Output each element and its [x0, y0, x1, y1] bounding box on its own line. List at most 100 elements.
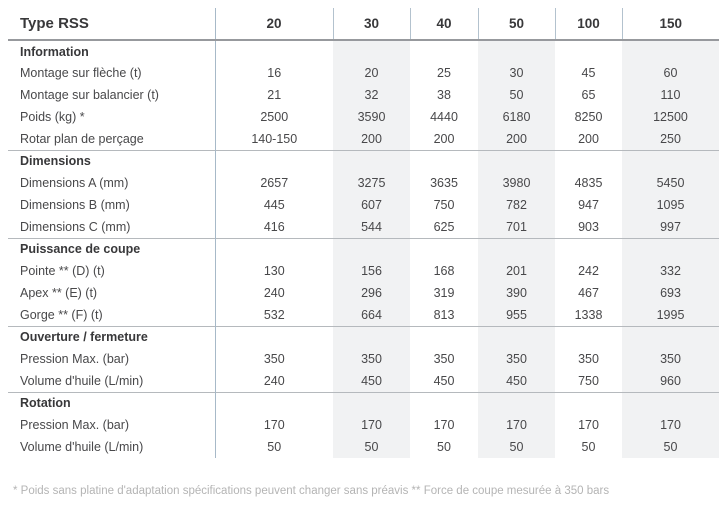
value-cell: 332 — [622, 260, 719, 282]
section-label: Puissance de coupe — [8, 237, 215, 260]
row-label: Poids (kg) * — [20, 110, 85, 124]
value-cell — [333, 149, 410, 172]
row-label: Dimensions B (mm) — [20, 198, 130, 212]
column-header-50: 50 — [477, 8, 555, 41]
value-cell: 450 — [433, 373, 455, 388]
value-cell — [622, 237, 719, 260]
value-cell: 50 — [478, 84, 555, 106]
section-row: Puissance de coupe — [8, 237, 719, 260]
value-cell — [622, 149, 719, 172]
value-cell: 532 — [214, 304, 333, 326]
value-cell: 32 — [333, 84, 410, 106]
value-cell: 50 — [214, 436, 333, 458]
row-label: Volume d'huile (L/min) — [20, 440, 144, 454]
data-row: Volume d'huile (L/min) 50 50 50 50 50 50 — [8, 436, 719, 458]
data-row: Montage sur flèche (t) 16 20 25 30 45 60 — [8, 62, 719, 84]
data-row: Dimensions A (mm) 2657 3275 3635 3980 4835 545… — [8, 172, 719, 194]
value-cell: 955 — [478, 304, 555, 326]
value-cell: 625 — [433, 219, 455, 234]
column-header-150: 150 — [621, 8, 719, 41]
value-cell — [555, 39, 622, 62]
value-cell — [622, 39, 719, 62]
value-cell: 296 — [333, 282, 410, 304]
data-row: Pointe ** (D) (t) 130 156 168 201 242 332 — [8, 260, 719, 282]
value-cell — [333, 237, 410, 260]
section-label: Rotation — [8, 391, 215, 414]
value-cell: 2657 — [214, 172, 333, 194]
value-cell — [555, 391, 622, 414]
value-cell: 20 — [333, 62, 410, 84]
value-cell: 467 — [578, 286, 599, 300]
section-label: Ouverture / fermeture — [8, 325, 215, 348]
value-cell: 782 — [478, 194, 555, 216]
value-cell: 50 — [622, 436, 719, 458]
value-cell: 1995 — [622, 304, 719, 326]
value-cell — [333, 39, 410, 62]
value-cell: 350 — [433, 352, 455, 366]
value-cell: 903 — [578, 219, 599, 234]
data-row: Apex ** (E) (t) 240 296 319 390 467 693 — [8, 282, 719, 304]
value-cell: 200 — [578, 131, 599, 146]
section-row: Dimensions — [8, 149, 719, 172]
section-label: Information — [8, 39, 215, 62]
value-cell: 8250 — [574, 110, 603, 124]
row-label: Montage sur flèche (t) — [20, 66, 142, 80]
value-cell: 813 — [433, 307, 455, 322]
value-cell: 607 — [333, 194, 410, 216]
section-row: Ouverture / fermeture — [8, 325, 719, 348]
value-cell: 200 — [333, 128, 410, 150]
value-cell: 170 — [433, 418, 455, 432]
value-cell — [214, 237, 333, 260]
value-cell — [478, 39, 555, 62]
value-cell: 38 — [437, 88, 451, 102]
value-cell: 750 — [578, 373, 599, 388]
value-cell: 50 — [581, 440, 596, 454]
column-header-20: 20 — [214, 8, 333, 41]
column-header-100: 100 — [554, 8, 622, 41]
row-label: Volume d'huile (L/min) — [20, 373, 144, 388]
value-cell: 350 — [478, 348, 555, 370]
value-cell: 201 — [478, 260, 555, 282]
value-cell: 960 — [622, 370, 719, 392]
value-cell: 240 — [214, 370, 333, 392]
value-cell — [214, 39, 333, 62]
table-title: Type RSS — [8, 8, 215, 41]
row-label: Dimensions C (mm) — [20, 219, 131, 234]
data-row: Poids (kg) * 2500 3590 4440 6180 8250 12500 — [8, 106, 719, 128]
value-cell: 416 — [214, 216, 333, 238]
value-cell: 319 — [433, 286, 455, 300]
row-label: Montage sur balancier (t) — [20, 88, 159, 102]
header-row: Type RSS 20 30 40 50 100 150 — [8, 8, 719, 41]
value-cell: 30 — [478, 62, 555, 84]
value-cell: 16 — [214, 62, 333, 84]
value-cell: 240 — [214, 282, 333, 304]
column-header-40: 40 — [409, 8, 478, 41]
value-cell: 21 — [214, 84, 333, 106]
footnote: * Poids sans platine d'adaptation spécif… — [13, 485, 610, 497]
value-cell: 997 — [622, 216, 719, 238]
value-cell: 140-150 — [214, 128, 333, 150]
spec-table: Type RSS 20 30 40 50 100 150 Information Monta… — [8, 8, 719, 458]
row-label: Apex ** (E) (t) — [20, 286, 98, 300]
value-cell — [214, 391, 333, 414]
value-cell — [555, 237, 622, 260]
value-cell: 170 — [578, 418, 599, 432]
value-cell: 45 — [581, 66, 596, 80]
value-cell: 25 — [437, 66, 451, 80]
value-cell: 664 — [333, 304, 410, 326]
value-cell: 390 — [478, 282, 555, 304]
value-cell — [478, 391, 555, 414]
section-label: Dimensions — [8, 149, 215, 172]
column-header-30: 30 — [332, 8, 410, 41]
row-label: Rotar plan de perçage — [20, 131, 144, 146]
value-cell: 5450 — [622, 172, 719, 194]
section-row: Information — [8, 39, 719, 62]
row-label: Gorge ** (F) (t) — [20, 307, 103, 322]
value-cell: 200 — [433, 131, 455, 146]
value-cell: 1338 — [574, 307, 603, 322]
value-cell: 750 — [433, 198, 455, 212]
value-cell: 2500 — [214, 106, 333, 128]
value-cell: 3275 — [333, 172, 410, 194]
value-cell — [622, 391, 719, 414]
